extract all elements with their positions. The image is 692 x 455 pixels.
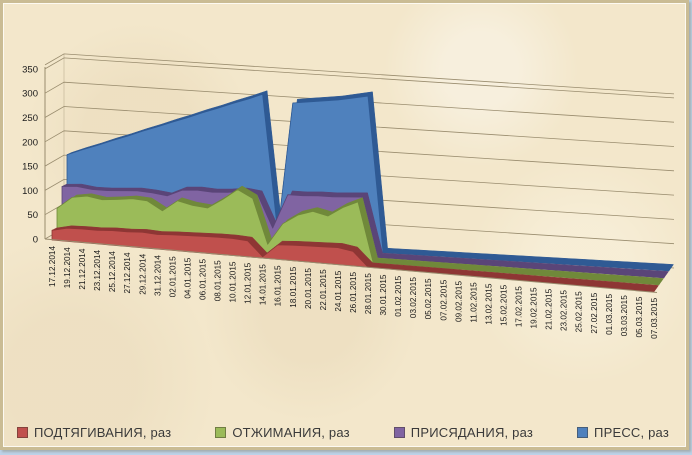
svg-text:16.01.2015: 16.01.2015 (274, 265, 283, 306)
svg-text:25.02.2015: 25.02.2015 (575, 291, 584, 332)
svg-text:24.01.2015: 24.01.2015 (334, 270, 343, 311)
svg-text:50: 50 (27, 210, 38, 221)
svg-text:25.12.2014: 25.12.2014 (108, 251, 117, 292)
svg-text:21.12.2014: 21.12.2014 (78, 248, 87, 289)
svg-text:09.02.2015: 09.02.2015 (454, 281, 463, 322)
svg-text:10.01.2015: 10.01.2015 (229, 261, 238, 302)
svg-text:08.01.2015: 08.01.2015 (214, 260, 223, 301)
svg-text:22.01.2015: 22.01.2015 (319, 269, 328, 310)
axes (44, 67, 658, 293)
legend-swatch-icon (577, 426, 589, 438)
svg-text:13.02.2015: 13.02.2015 (484, 283, 493, 324)
svg-text:02.01.2015: 02.01.2015 (168, 256, 177, 297)
svg-text:07.03.2015: 07.03.2015 (650, 297, 659, 338)
x-axis-labels: 17.12.2014 19.12.2014 21.12.2014 23.12.2014… (48, 246, 659, 339)
svg-text:03.02.2015: 03.02.2015 (409, 277, 418, 318)
svg-text:300: 300 (22, 89, 38, 100)
legend-swatch-icon (16, 426, 28, 438)
legend-item-label: ПОДТЯГИВАНИЯ, раз (33, 424, 172, 440)
legend-item-label: ПРЕСС, раз (594, 424, 669, 440)
svg-text:31.12.2014: 31.12.2014 (153, 255, 162, 296)
svg-text:28.01.2015: 28.01.2015 (364, 273, 373, 314)
svg-text:30.01.2015: 30.01.2015 (379, 274, 388, 315)
svg-text:14.01.2015: 14.01.2015 (259, 264, 268, 305)
svg-text:04.01.2015: 04.01.2015 (183, 257, 192, 298)
plot-area[interactable] (51, 90, 674, 293)
svg-text:21.02.2015: 21.02.2015 (545, 288, 554, 329)
svg-text:26.01.2015: 26.01.2015 (349, 271, 358, 312)
svg-text:17.12.2014: 17.12.2014 (48, 246, 57, 287)
svg-text:12.01.2015: 12.01.2015 (244, 262, 253, 303)
legend-swatch-icon (215, 426, 227, 438)
svg-text:100: 100 (22, 186, 38, 197)
svg-text:15.02.2015: 15.02.2015 (500, 284, 509, 325)
svg-text:01.03.2015: 01.03.2015 (605, 294, 614, 335)
svg-text:23.12.2014: 23.12.2014 (93, 249, 102, 290)
svg-text:23.02.2015: 23.02.2015 (560, 290, 569, 331)
legend-item-label: ОТЖИМАНИЯ, раз (232, 424, 350, 440)
svg-text:19.12.2014: 19.12.2014 (63, 247, 72, 288)
wall-gridlines (44, 53, 675, 269)
svg-text:250: 250 (22, 113, 38, 124)
svg-text:06.01.2015: 06.01.2015 (199, 259, 208, 300)
svg-text:01.02.2015: 01.02.2015 (394, 275, 403, 316)
svg-text:05.02.2015: 05.02.2015 (424, 278, 433, 319)
svg-text:19.02.2015: 19.02.2015 (530, 287, 539, 328)
svg-text:200: 200 (22, 137, 38, 148)
svg-text:27.02.2015: 27.02.2015 (590, 292, 599, 333)
svg-text:20.01.2015: 20.01.2015 (304, 268, 313, 309)
legend-item-podtyagivaniya[interactable]: ПОДТЯГИВАНИЯ, раз (16, 424, 172, 440)
svg-text:17.02.2015: 17.02.2015 (515, 286, 524, 327)
svg-text:150: 150 (22, 162, 38, 173)
svg-text:0: 0 (33, 235, 38, 246)
legend-item-otzhimaniya[interactable]: ОТЖИМАНИЯ, раз (215, 424, 350, 440)
svg-text:07.02.2015: 07.02.2015 (439, 279, 448, 320)
legend: ПОДТЯГИВАНИЯ, раз ОТЖИМАНИЯ, раз ПРИСЯДА… (10, 420, 676, 444)
svg-text:18.01.2015: 18.01.2015 (289, 266, 298, 307)
svg-text:29.12.2014: 29.12.2014 (138, 253, 147, 294)
svg-text:05.03.2015: 05.03.2015 (635, 296, 644, 337)
legend-swatch-icon (393, 426, 405, 438)
svg-text:11.02.2015: 11.02.2015 (469, 282, 478, 323)
legend-item-label: ПРИСЯДАНИЯ, раз (410, 424, 534, 440)
legend-item-press[interactable]: ПРЕСС, раз (577, 425, 669, 440)
svg-text:03.03.2015: 03.03.2015 (620, 295, 629, 336)
legend-item-prisyadaniya[interactable]: ПРИСЯДАНИЯ, раз (393, 424, 534, 440)
y-axis-labels: 0 50 100 150 200 250 300 350 (22, 64, 38, 245)
svg-text:350: 350 (22, 64, 38, 75)
svg-text:27.12.2014: 27.12.2014 (123, 252, 132, 293)
